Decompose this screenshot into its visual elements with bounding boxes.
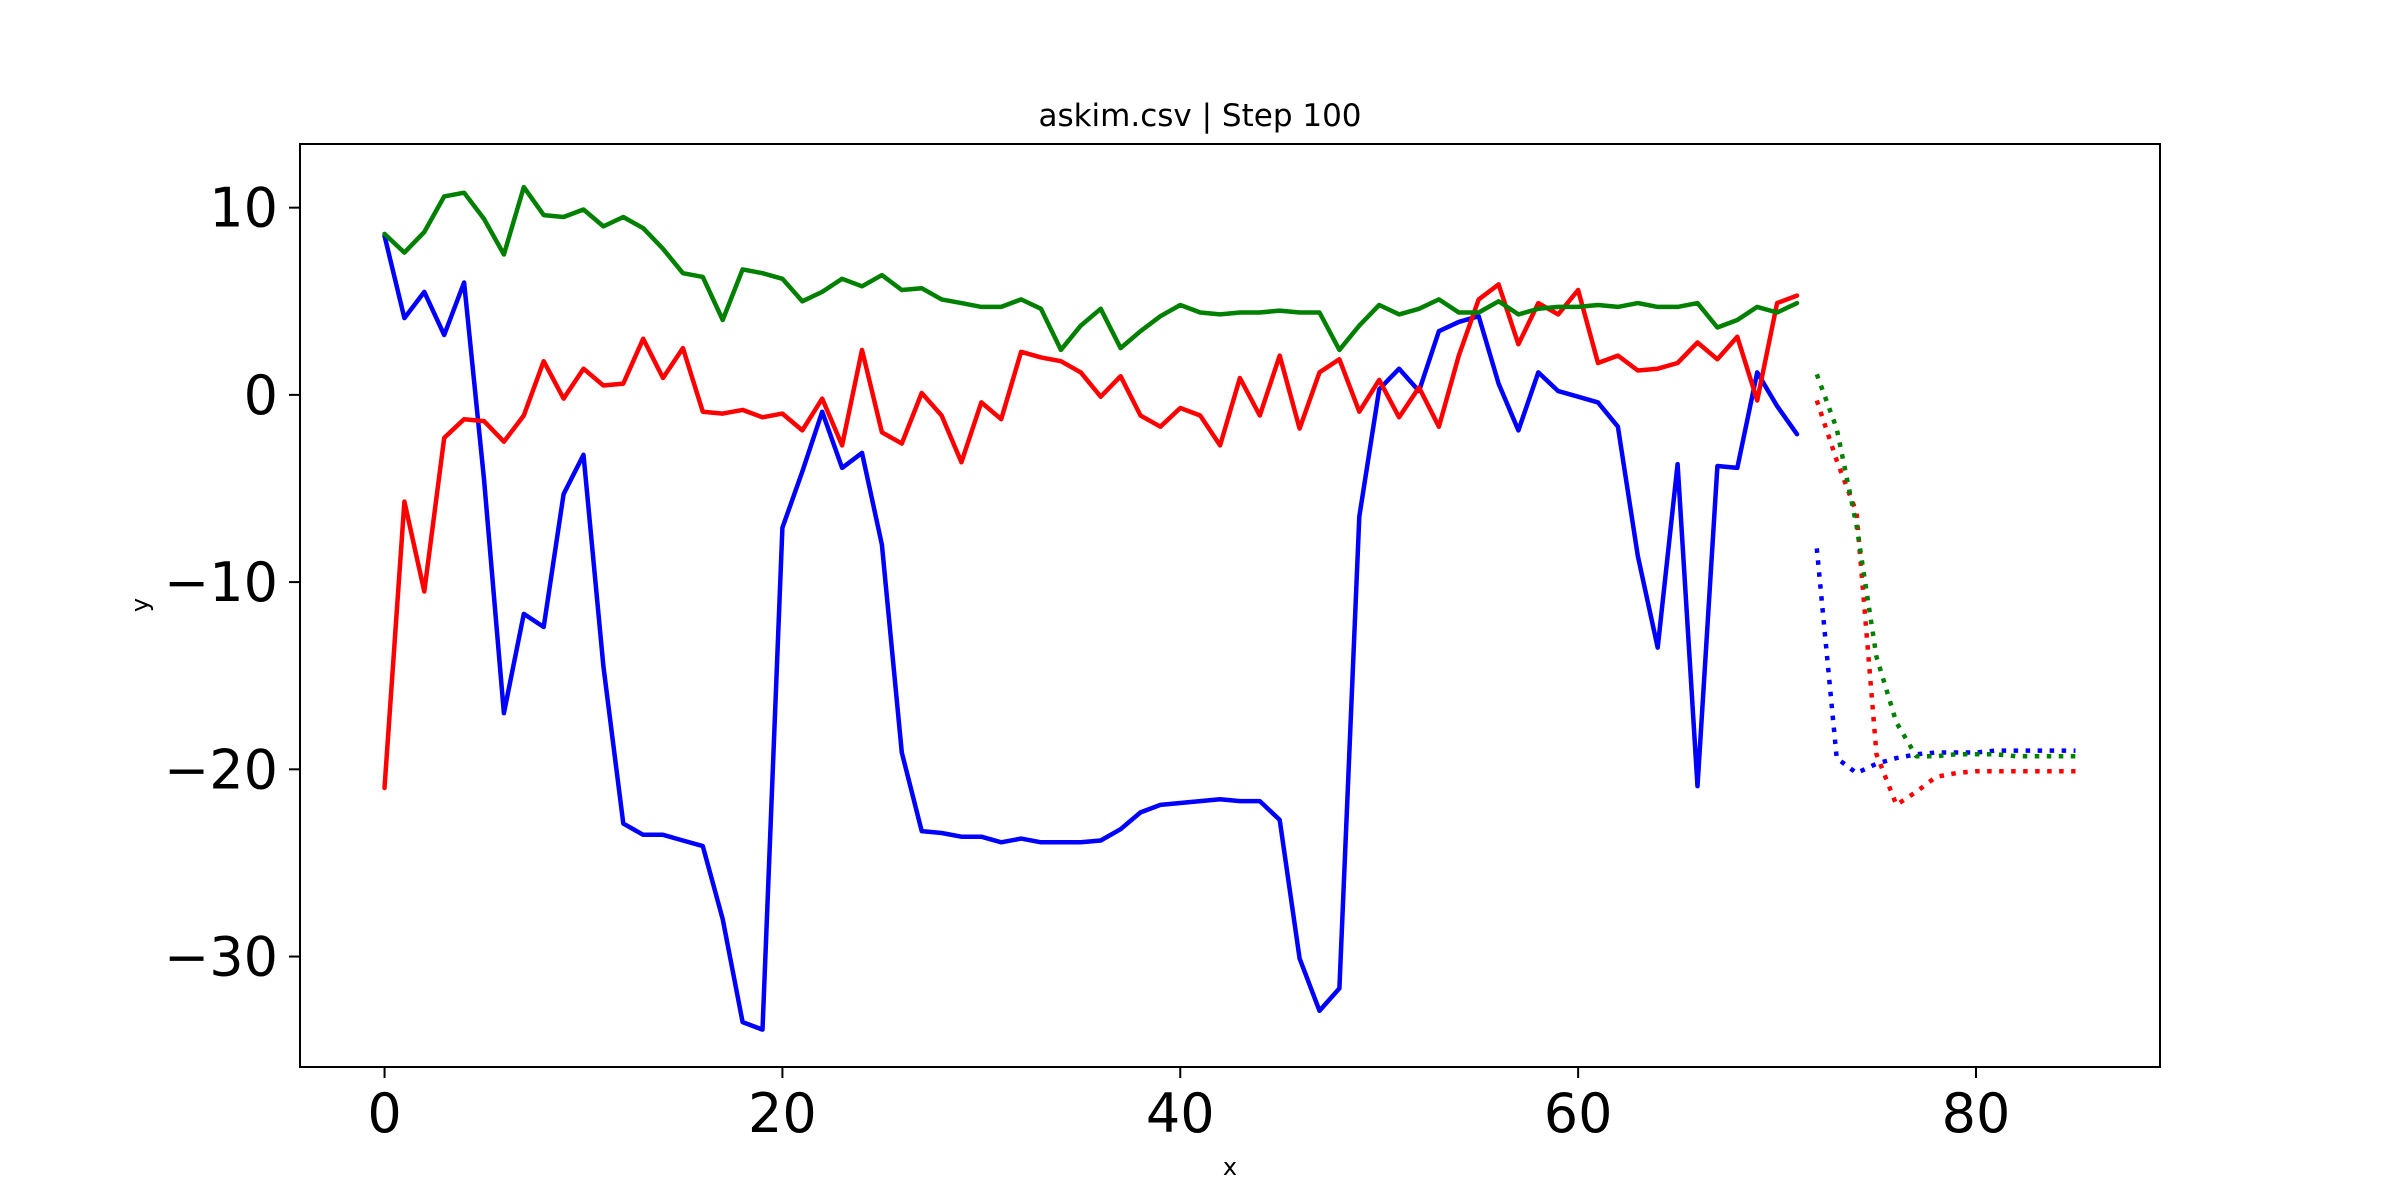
- y-tick-label: −20: [164, 738, 278, 801]
- x-axis-label: x: [1223, 1153, 1237, 1181]
- series-line-5: [1814, 399, 2076, 808]
- y-tick-label: −30: [164, 926, 278, 989]
- chart-title: askim.csv | Step 100: [1038, 98, 1361, 134]
- y-tick-label: 0: [244, 364, 278, 427]
- y-tick-label: −10: [164, 551, 278, 614]
- x-tick-label: 60: [1544, 1082, 1613, 1145]
- series-line-6: [1814, 373, 2076, 759]
- y-axis-label: y: [126, 598, 154, 612]
- series-line-4: [1814, 548, 2076, 776]
- x-axis: 0 20 40 60 80: [367, 1067, 2010, 1145]
- series-line-2: [382, 282, 1800, 791]
- x-tick-label: 40: [1146, 1082, 1215, 1145]
- series-line-3: [382, 184, 1800, 353]
- x-tick-label: 0: [367, 1082, 401, 1145]
- y-tick-label: 10: [209, 177, 278, 240]
- series-line-1: [382, 233, 1800, 1032]
- x-tick-label: 20: [748, 1082, 817, 1145]
- x-tick-label: 80: [1942, 1082, 2011, 1145]
- series-layer: [382, 184, 2076, 1032]
- y-axis: 10 0 −10 −20 −30: [164, 177, 300, 989]
- plot-area: [299, 143, 2161, 1068]
